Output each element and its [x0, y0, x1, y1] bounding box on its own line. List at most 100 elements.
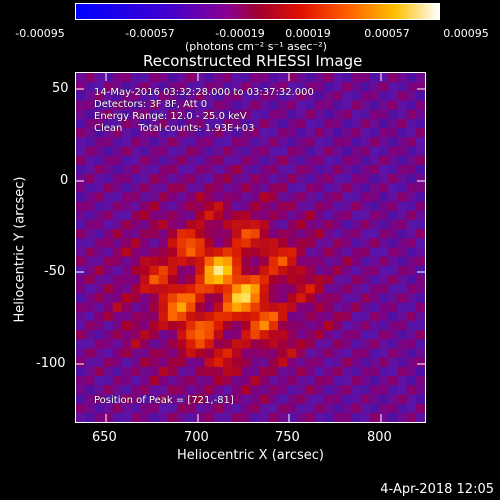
colorbar-tick: -0.00019 [215, 27, 265, 40]
heatmap-cell [287, 174, 298, 184]
heatmap-cell [360, 339, 371, 350]
heatmap-cell [415, 275, 425, 285]
heatmap-cell [259, 91, 270, 102]
heatmap-cell [333, 330, 343, 340]
heatmap-cell [167, 348, 178, 359]
colorbar-tick: 0.00095 [443, 27, 489, 40]
heatmap-cell [131, 376, 141, 386]
heatmap-cell [232, 284, 242, 295]
heatmap-cell [112, 183, 123, 193]
heatmap-cell [342, 91, 353, 102]
heatmap-cell [131, 247, 141, 258]
heatmap-cell [204, 210, 215, 221]
heatmap-cell [149, 155, 160, 166]
heatmap-cell [415, 403, 425, 414]
heatmap-cell [76, 164, 86, 175]
heatmap-cell [177, 82, 187, 92]
heatmap-cell [296, 73, 307, 83]
heatmap-cell [121, 348, 132, 359]
heatmap-cell [167, 330, 178, 340]
heatmap-cell [94, 238, 105, 249]
heatmap-cell [415, 174, 425, 184]
heatmap-cell [213, 219, 224, 230]
heatmap-cell [158, 256, 169, 267]
heatmap-cell [149, 339, 160, 350]
heatmap-cell [379, 164, 389, 175]
heatmap-cell [204, 137, 215, 148]
heatmap-cell [140, 210, 151, 221]
heatmap-cell [278, 82, 288, 92]
heatmap-cell [112, 394, 123, 405]
heatmap-cell [222, 164, 233, 175]
heatmap-cell [94, 183, 105, 193]
heatmap-cell [112, 256, 123, 267]
heatmap-cell [186, 311, 196, 322]
heatmap-cell [287, 238, 298, 249]
heatmap-cell [369, 118, 380, 129]
heatmap-cell [94, 320, 105, 331]
heatmap-cell [103, 275, 114, 285]
heatmap-cell [103, 109, 114, 120]
heatmap-cell [250, 73, 261, 83]
heatmap-cell [278, 146, 288, 157]
heatmap-cell [112, 238, 123, 249]
heatmap-cell [250, 91, 261, 102]
heatmap-cell [121, 118, 132, 129]
heatmap-cell [323, 229, 334, 239]
heatmap-cell [85, 100, 95, 111]
heatmap-cell [121, 229, 132, 239]
annotation-energy-range: Energy Range: 12.0 - 25.0 keV [94, 111, 247, 122]
heatmap-cell [333, 376, 343, 386]
heatmap-cell [232, 183, 242, 193]
heatmap-cell [342, 320, 353, 331]
heatmap-cell [360, 412, 371, 422]
heatmap-cell [351, 357, 362, 368]
heatmap-cell [388, 376, 399, 386]
heatmap-cell [158, 238, 169, 249]
heatmap-cell [333, 109, 343, 120]
heatmap-cell [268, 192, 279, 203]
heatmap-cell [278, 73, 288, 83]
heatmap-cell [351, 128, 362, 138]
heatmap-cell [76, 394, 86, 405]
heatmap-cell [186, 339, 196, 350]
heatmap-cell [397, 284, 408, 295]
heatmap-cell [360, 256, 371, 267]
heatmap-cell [415, 100, 425, 111]
heatmap-cell [112, 73, 123, 83]
heatmap-cell [278, 247, 288, 258]
heatmap-cell [140, 229, 151, 239]
heatmap-cell [342, 385, 353, 396]
heatmap-cell [85, 394, 95, 405]
heatmap-cell [222, 91, 233, 102]
heatmap-cell [333, 320, 343, 331]
heatmap-cell [241, 348, 252, 359]
heatmap-cell [250, 137, 261, 148]
heatmap-cell [76, 210, 86, 221]
heatmap-cell [121, 275, 132, 285]
heatmap-cell [397, 174, 408, 184]
heatmap-cell [76, 137, 86, 148]
heatmap-cell [94, 247, 105, 258]
heatmap-cell [195, 128, 206, 138]
heatmap-cell [103, 403, 114, 414]
heatmap-cell [397, 210, 408, 221]
heatmap-cell [177, 164, 187, 175]
heatmap-cell [360, 174, 371, 184]
heatmap-cell [158, 348, 169, 359]
heatmap-cell [351, 339, 362, 350]
heatmap-cell [388, 339, 399, 350]
heatmap-cell [177, 311, 187, 322]
heatmap-cell [342, 229, 353, 239]
heatmap-cell [140, 265, 151, 276]
heatmap-cell [167, 109, 178, 120]
heatmap-cell [388, 210, 399, 221]
heatmap-cell [388, 192, 399, 203]
heatmap-cell [112, 109, 123, 120]
heatmap-cell [204, 284, 215, 295]
heatmap-cell [76, 73, 86, 83]
heatmap-cell [296, 311, 307, 322]
heatmap-cell [259, 256, 270, 267]
heatmap-cell [121, 293, 132, 304]
heatmap-cell [379, 128, 389, 138]
